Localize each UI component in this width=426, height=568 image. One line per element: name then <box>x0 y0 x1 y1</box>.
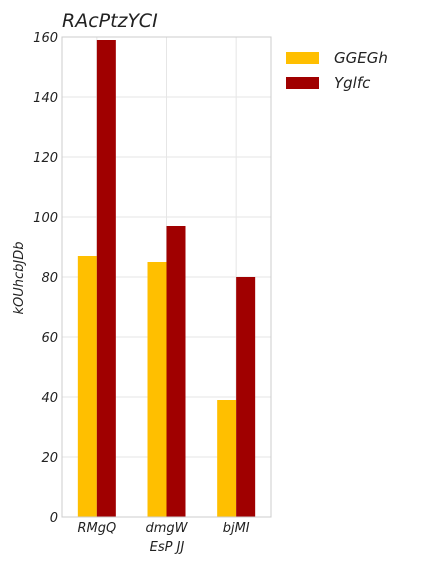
bar-Yglfc-RMgQ <box>96 40 116 517</box>
legend-label: Yglfc <box>334 74 371 92</box>
y-tick-label: 80 <box>41 271 58 286</box>
bar-Yglfc-bjMI <box>236 277 256 517</box>
y-tick-label: 60 <box>41 331 58 346</box>
y-axis-label: kOUhcbJDb <box>12 241 27 314</box>
legend-swatch <box>286 77 319 89</box>
chart-title: RAcPtzYCI <box>62 10 158 32</box>
y-tick-label: 140 <box>33 91 58 106</box>
x-tick-label: bjMI <box>223 521 250 536</box>
x-axis-label: EsP JJ <box>150 540 185 555</box>
legend-swatch <box>286 52 319 64</box>
y-tick-label: 20 <box>41 451 58 466</box>
bars-group <box>77 40 256 517</box>
y-tick-labels: 0 20 40 60 80 100 120 140 160 <box>33 31 58 526</box>
y-tick-label: 160 <box>33 31 58 46</box>
y-tick-label: 120 <box>33 151 58 166</box>
x-tick-label: RMgQ <box>77 521 116 536</box>
bar-GGEGh-bjMI <box>217 400 237 517</box>
bar-GGEGh-dmgW <box>147 262 167 517</box>
legend: GGEGh Yglfc <box>286 49 388 92</box>
legend-label: GGEGh <box>334 49 388 67</box>
plot-frame <box>61 36 272 518</box>
y-tick-label: 0 <box>50 511 58 526</box>
y-tick-label: 100 <box>33 211 58 226</box>
x-tick-label: dmgW <box>145 521 188 536</box>
bar-Yglfc-dmgW <box>166 226 186 517</box>
x-tick-labels: RMgQ dmgW bjMI <box>77 521 249 536</box>
bar-GGEGh-RMgQ <box>77 256 97 517</box>
y-tick-label: 40 <box>41 391 58 406</box>
